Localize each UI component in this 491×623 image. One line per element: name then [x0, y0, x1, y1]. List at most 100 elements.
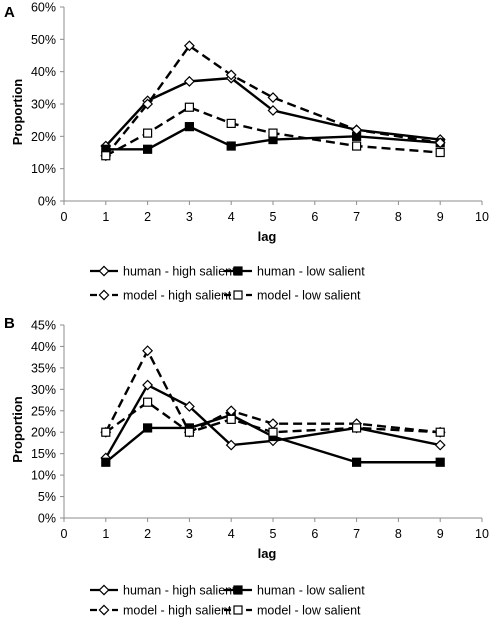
data-point	[435, 457, 445, 467]
series-human-low-salient	[101, 122, 445, 154]
x-axis-label: lag	[258, 229, 277, 244]
x-tick-label: 7	[353, 527, 360, 541]
x-tick-label: 0	[61, 527, 68, 541]
data-point	[143, 397, 153, 407]
data-point	[434, 137, 446, 149]
x-tick-label: 8	[395, 527, 402, 541]
data-point	[142, 98, 154, 110]
x-tick-label: 9	[437, 527, 444, 541]
x-tick-label: 1	[102, 527, 109, 541]
data-point	[184, 122, 194, 132]
data-point	[226, 414, 236, 424]
x-tick-label: 5	[270, 210, 277, 224]
y-tick-label: 20%	[31, 426, 56, 440]
data-point	[101, 427, 111, 437]
data-point	[183, 401, 195, 412]
data-point	[183, 75, 195, 87]
y-tick-label: 20%	[31, 130, 56, 144]
legend-swatch-marker	[98, 604, 110, 616]
x-tick-label: 9	[437, 210, 444, 224]
legend-label: human - low salient	[257, 265, 365, 279]
data-point	[142, 345, 154, 357]
y-tick-label: 0%	[38, 512, 56, 526]
panel-label: B	[4, 315, 15, 332]
data-point	[352, 457, 362, 467]
data-point	[143, 144, 153, 154]
legend-label: human - high salient	[123, 584, 236, 598]
x-tick-label: 10	[475, 210, 489, 224]
x-tick-label: 5	[270, 527, 277, 541]
data-point	[352, 141, 362, 151]
legend-item: model - low salient	[224, 289, 361, 303]
x-tick-label: 4	[228, 527, 235, 541]
data-point	[143, 423, 153, 433]
x-tick-label: 4	[228, 210, 235, 224]
series-model-low-salient	[101, 102, 445, 161]
data-point	[268, 128, 278, 138]
legend-item: model - high salient	[90, 604, 232, 618]
legend-item: human - low salient	[224, 265, 365, 279]
y-axis-label: Proportion	[10, 396, 25, 462]
x-tick-label: 2	[144, 527, 151, 541]
y-tick-label: 30%	[31, 383, 56, 397]
legend-label: model - low salient	[257, 604, 361, 618]
data-point	[142, 379, 154, 391]
data-point	[225, 439, 237, 451]
data-point	[226, 118, 236, 129]
legend-swatch-marker	[98, 289, 110, 301]
legend-swatch-marker	[233, 585, 243, 595]
y-tick-label: 15%	[31, 447, 56, 461]
legend-item: human - high salient	[90, 265, 236, 279]
x-tick-label: 0	[61, 210, 68, 224]
data-point	[101, 151, 111, 161]
data-point	[435, 427, 445, 437]
x-tick-label: 1	[102, 210, 109, 224]
series-model-high-salient	[100, 345, 446, 438]
legend-label: human - low salient	[257, 584, 365, 598]
data-point	[267, 105, 279, 116]
legend-item: human - high salient	[90, 584, 236, 598]
legend-item: model - high salient	[90, 289, 232, 303]
y-tick-label: 45%	[31, 319, 56, 333]
data-point	[351, 124, 363, 136]
legend: human - high salient human - low salient m…	[90, 265, 365, 303]
y-tick-label: 25%	[31, 404, 56, 418]
x-tick-label: 6	[311, 527, 318, 541]
y-tick-label: 35%	[31, 361, 56, 375]
data-point	[268, 427, 278, 437]
x-tick-label: 3	[186, 210, 193, 224]
legend-swatch-marker	[98, 265, 110, 277]
chart-panel-a: A 0% 10% 20% 30% 40% 50% 60% 0 1 2 3 4 5 6 7 8 9 10 lag Prop…	[4, 1, 489, 303]
data-point	[267, 92, 279, 103]
legend-item: human - low salient	[224, 584, 365, 598]
data-point	[184, 427, 194, 437]
x-tick-label: 6	[311, 210, 318, 224]
legend-swatch-marker	[233, 290, 243, 300]
legend-label: model - low salient	[257, 289, 361, 303]
x-tick-label: 2	[144, 210, 151, 224]
legend: human - high salient human - low salient m…	[90, 584, 365, 618]
y-axis-label: Proportion	[10, 79, 25, 145]
y-tick-label: 10%	[31, 162, 56, 176]
y-tick-label: 40%	[31, 340, 56, 354]
legend-item: model - low salient	[224, 604, 361, 618]
y-tick-label: 0%	[38, 195, 56, 209]
y-tick-label: 50%	[31, 33, 56, 47]
y-tick-label: 60%	[31, 1, 56, 15]
x-tick-label: 7	[353, 210, 360, 224]
y-tick-label: 10%	[31, 469, 56, 483]
x-tick-label: 10	[475, 527, 489, 541]
y-tick-label: 40%	[31, 65, 56, 79]
data-point	[184, 102, 194, 112]
legend-swatch-marker	[233, 605, 243, 615]
data-point	[101, 457, 111, 467]
y-tick-label: 5%	[38, 490, 56, 504]
data-point	[225, 69, 237, 81]
series-model-low-salient	[101, 397, 445, 437]
x-tick-label: 8	[395, 210, 402, 224]
legend-swatch-marker	[98, 584, 110, 596]
legend-swatch-marker	[233, 266, 243, 276]
data-point	[226, 141, 236, 151]
data-point	[352, 423, 362, 433]
